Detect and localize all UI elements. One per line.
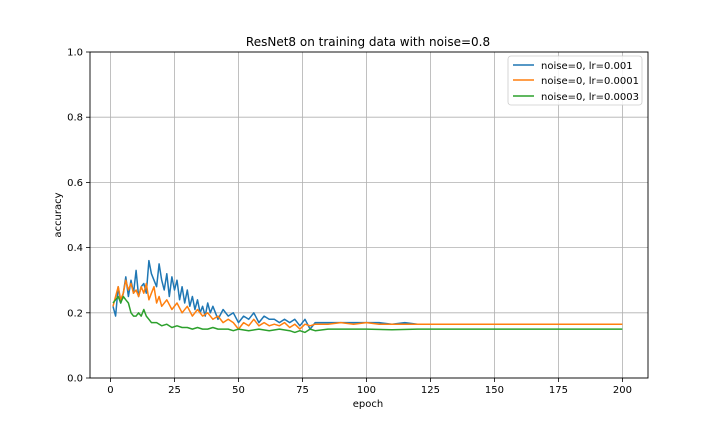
y-tick-label: 0.4: [67, 243, 83, 254]
legend: noise=0, lr=0.001 noise=0, lr=0.0001 noi…: [507, 55, 643, 106]
series-line-2: [112, 279, 623, 330]
series-group: [112, 259, 623, 334]
legend-label-lr-0.001: noise=0, lr=0.001: [541, 61, 633, 72]
chart-title: ResNet8 on training data with noise=0.8: [246, 35, 490, 49]
y-tick-label: 0.2: [67, 308, 83, 319]
y-tick-label: 1.0: [67, 48, 83, 59]
y-axis-label: accuracy: [53, 192, 64, 237]
y-tick-label: 0.8: [67, 113, 83, 124]
ticks: 0 25 50 75 100 125 150 175 200 0.0 0.2 0.4 0.6 0.8 1.0: [67, 48, 632, 397]
legend-label-lr-0.0003: noise=0, lr=0.0003: [541, 92, 639, 103]
legend-box: [507, 55, 643, 106]
x-tick-label: 200: [613, 385, 632, 396]
x-tick-label: 175: [549, 385, 568, 396]
series-line-3: [112, 295, 623, 334]
x-tick-label: 150: [485, 385, 504, 396]
x-tick-label: 0: [107, 385, 113, 396]
legend-label-lr-0.0001: noise=0, lr=0.0001: [541, 76, 639, 87]
x-tick-label: 25: [168, 385, 181, 396]
x-tick-label: 50: [232, 385, 245, 396]
y-tick-label: 0.0: [67, 374, 83, 385]
x-tick-label: 100: [357, 385, 376, 396]
x-tick-label: 75: [296, 385, 309, 396]
x-tick-label: 125: [421, 385, 440, 396]
plot-frame: [89, 51, 649, 379]
y-tick-label: 0.6: [67, 178, 83, 189]
x-axis-label: epoch: [353, 399, 383, 410]
